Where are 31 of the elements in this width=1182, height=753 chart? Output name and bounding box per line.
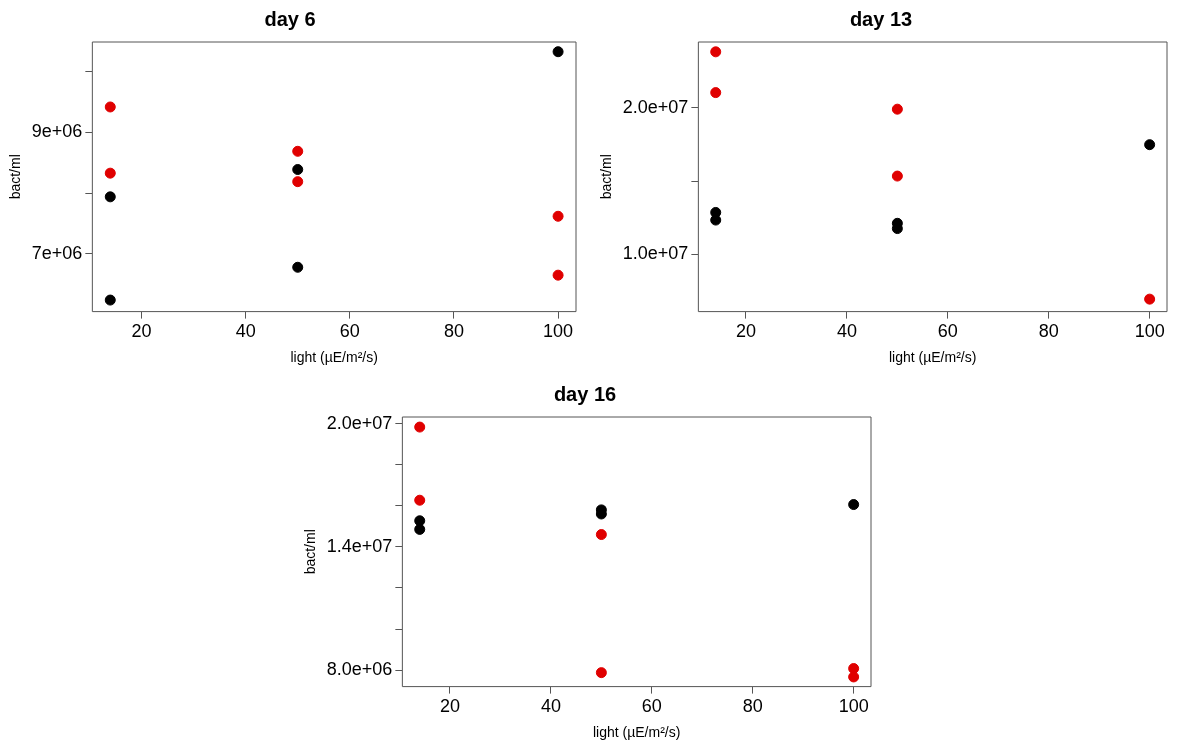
y-axis-title: bact/ml bbox=[598, 154, 615, 200]
x-axis-title: light (µE/m²/s) bbox=[592, 724, 681, 741]
x-tick-label: 80 bbox=[1038, 321, 1059, 342]
y-tick-label: 2.0e+07 bbox=[326, 412, 393, 433]
chart-title: day 6 bbox=[264, 7, 316, 30]
y-tick-label: 8.0e+06 bbox=[326, 659, 393, 680]
y-tick-label: 1.0e+07 bbox=[622, 243, 689, 264]
x-tick-label: 20 bbox=[735, 321, 757, 342]
y-tick-label: 2.0e+07 bbox=[622, 96, 689, 117]
x-axis-title: light (µE/m²/s) bbox=[888, 349, 977, 366]
x-tick-label: 100 bbox=[1134, 321, 1165, 342]
x-tick-label: 20 bbox=[439, 696, 461, 717]
x-tick-label: 60 bbox=[937, 321, 958, 342]
x-tick-label: 60 bbox=[641, 696, 662, 717]
x-axis-title: light (µE/m²/s) bbox=[290, 349, 378, 366]
y-axis-title: bact/ml bbox=[7, 154, 24, 200]
y-tick-label: 1.4e+07 bbox=[326, 535, 393, 556]
chart-title: day 16 bbox=[553, 382, 617, 405]
x-tick-label: 20 bbox=[131, 321, 152, 342]
x-tick-label: 80 bbox=[443, 321, 464, 342]
y-tick-label: 7e+06 bbox=[31, 242, 83, 263]
x-tick-label: 100 bbox=[838, 696, 869, 717]
chart-title: day 13 bbox=[849, 7, 913, 30]
x-tick-label: 40 bbox=[540, 696, 561, 717]
x-tick-label: 40 bbox=[836, 321, 857, 342]
y-axis-title: bact/ml bbox=[302, 529, 319, 575]
x-tick-label: 80 bbox=[742, 696, 763, 717]
x-tick-label: 40 bbox=[235, 321, 256, 342]
x-tick-label: 100 bbox=[543, 321, 574, 342]
x-tick-label: 60 bbox=[339, 321, 360, 342]
y-tick-label: 9e+06 bbox=[31, 121, 83, 142]
